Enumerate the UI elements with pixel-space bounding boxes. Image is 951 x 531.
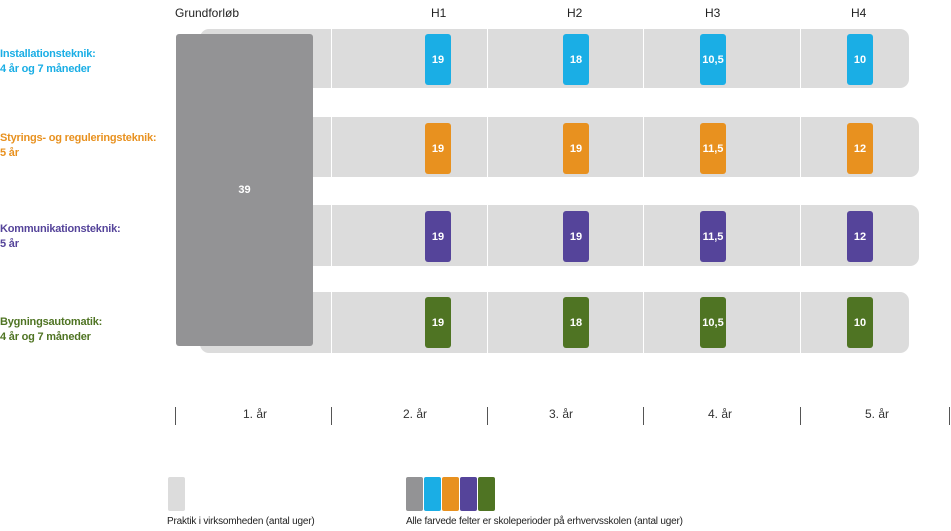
row-label-kommunikation: Kommunikationsteknik: 5 år <box>0 222 121 252</box>
legend-school-text: Alle farvede felter er skoleperioder på … <box>406 516 683 527</box>
header-h2: H2 <box>567 6 583 20</box>
block-bygning-h4: 10 <box>847 297 873 348</box>
row-duration: 4 år og 7 måneder <box>0 63 91 75</box>
row-label-styring: Styrings- og reguleringsteknik: 5 år <box>0 131 157 161</box>
block-styring-h3: 11,5 <box>700 123 726 174</box>
block-bygning-h3: 10,5 <box>700 297 726 348</box>
year-label-5: 5. år <box>864 407 890 421</box>
track-bygning <box>200 292 909 353</box>
header-h3: H3 <box>705 6 721 20</box>
year-label-3: 3. år <box>548 407 574 421</box>
header-grundforloeb: Grundforløb <box>175 6 240 20</box>
row-title: Styrings- og reguleringsteknik: <box>0 132 157 144</box>
year-tick <box>800 407 801 425</box>
year-label-2: 2. år <box>402 407 428 421</box>
legend-swatch-installation <box>424 477 441 511</box>
year-label-1: 1. år <box>242 407 268 421</box>
year-tick <box>643 407 644 425</box>
row-duration: 4 år og 7 måneder <box>0 331 91 343</box>
legend-swatch-grundforloeb <box>406 477 423 511</box>
legend-swatch-bygning <box>478 477 495 511</box>
track-installation <box>200 29 909 88</box>
block-styring-h2: 19 <box>563 123 589 174</box>
header-h1: H1 <box>431 6 447 20</box>
track-kommunikation <box>200 205 919 266</box>
row-label-bygning: Bygningsautomatik: 4 år og 7 måneder <box>0 315 102 345</box>
block-installation-h4: 10 <box>847 34 873 85</box>
row-title: Kommunikationsteknik: <box>0 223 121 235</box>
separator <box>487 25 488 360</box>
year-label-4: 4. år <box>707 407 733 421</box>
block-installation-h1: 19 <box>425 34 451 85</box>
block-installation-h3: 10,5 <box>700 34 726 85</box>
block-kommunikation-h2: 19 <box>563 211 589 262</box>
block-installation-h2: 18 <box>563 34 589 85</box>
year-tick <box>331 407 332 425</box>
row-duration: 5 år <box>0 238 19 250</box>
block-kommunikation-h3: 11,5 <box>700 211 726 262</box>
separator <box>331 25 332 360</box>
separator <box>800 25 801 360</box>
track-styring <box>200 117 919 177</box>
row-title: Installationsteknik: <box>0 48 96 60</box>
grundforloeb-block: 39 <box>176 34 313 346</box>
legend-swatch-practice <box>168 477 185 511</box>
year-tick <box>175 407 176 425</box>
block-bygning-h1: 19 <box>425 297 451 348</box>
row-duration: 5 år <box>0 147 19 159</box>
block-styring-h1: 19 <box>425 123 451 174</box>
row-title: Bygningsautomatik: <box>0 316 103 328</box>
legend-practice-text: Praktik i virksomheden (antal uger) <box>167 516 315 527</box>
row-label-installation: Installationsteknik: 4 år og 7 måneder <box>0 47 96 77</box>
year-tick <box>949 407 950 425</box>
header-h4: H4 <box>851 6 867 20</box>
block-kommunikation-h1: 19 <box>425 211 451 262</box>
year-tick <box>487 407 488 425</box>
block-kommunikation-h4: 12 <box>847 211 873 262</box>
block-bygning-h2: 18 <box>563 297 589 348</box>
grundforloeb-value: 39 <box>238 184 251 196</box>
block-styring-h4: 12 <box>847 123 873 174</box>
legend-swatch-styring <box>442 477 459 511</box>
separator <box>643 25 644 360</box>
legend-swatch-kommunikation <box>460 477 477 511</box>
